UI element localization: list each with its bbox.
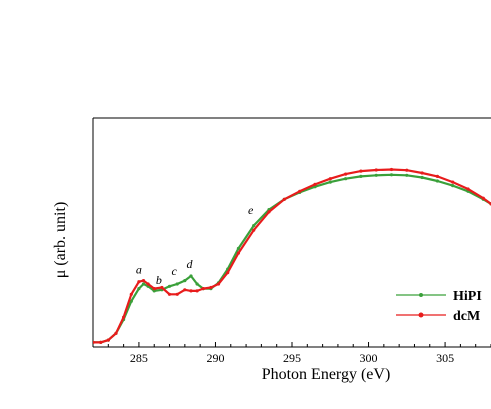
data-point <box>183 288 187 292</box>
legend-item-series-2: dcM <box>396 309 480 324</box>
data-point <box>122 315 126 319</box>
annotation-label: c <box>171 264 177 278</box>
data-point <box>226 271 230 275</box>
data-point <box>359 174 363 178</box>
series-line <box>93 173 491 344</box>
data-point <box>152 289 156 293</box>
data-point <box>114 331 118 335</box>
x-tick-label: 300 <box>360 351 378 365</box>
series-2 <box>93 167 491 344</box>
x-axis-ticks <box>92 342 491 347</box>
data-point <box>328 177 332 181</box>
data-point <box>389 173 394 177</box>
x-tick-label: 290 <box>206 351 224 365</box>
series-line <box>93 168 491 344</box>
data-point <box>141 279 146 283</box>
annotation-label: e <box>248 203 254 217</box>
data-point <box>374 173 378 177</box>
data-point <box>175 282 179 286</box>
data-point <box>216 282 221 286</box>
data-point <box>160 285 164 290</box>
data-point <box>466 187 470 191</box>
data-point <box>252 224 256 228</box>
x-axis-tick-labels: 285 290 295 300 305 <box>130 351 454 365</box>
y-axis-title: μ (arb. unit) <box>52 202 69 279</box>
annotation-label: b <box>156 273 162 287</box>
data-point <box>344 172 348 176</box>
data-point <box>451 180 455 184</box>
series-layer <box>93 167 491 344</box>
data-point <box>313 182 317 186</box>
data-point <box>189 274 193 278</box>
data-point <box>195 289 199 293</box>
data-point <box>420 175 424 180</box>
legend-marker-series-1 <box>419 293 423 297</box>
data-point <box>435 174 439 178</box>
data-point <box>328 180 332 184</box>
legend-marker-series-2 <box>418 312 424 318</box>
data-point <box>201 287 205 291</box>
data-point <box>435 179 439 183</box>
data-point <box>282 197 286 201</box>
x-tick-label: 285 <box>130 351 148 365</box>
legend-label-series-1: HiPI <box>453 289 482 304</box>
data-point <box>481 196 485 200</box>
data-point <box>359 169 363 173</box>
data-point <box>451 184 455 188</box>
series-1 <box>93 173 491 344</box>
data-point <box>137 280 141 284</box>
data-point <box>137 287 141 291</box>
data-point <box>152 287 156 291</box>
data-point <box>298 189 302 193</box>
data-point <box>99 340 103 344</box>
legend-item-series-1: HiPI <box>396 289 482 304</box>
peak-annotations: abc d e <box>136 203 254 287</box>
data-point <box>141 282 146 286</box>
x-axis-title: Photon Energy (eV) <box>262 366 391 383</box>
data-point <box>374 168 378 172</box>
legend: HiPI dcM <box>396 289 482 324</box>
data-point <box>420 171 424 175</box>
data-point <box>167 292 172 296</box>
data-point <box>405 168 409 172</box>
data-point <box>267 210 271 214</box>
data-point <box>146 282 150 286</box>
data-point <box>405 173 409 177</box>
data-point <box>389 167 394 172</box>
x-tick-label: 305 <box>436 351 454 365</box>
annotation-label: d <box>186 257 193 271</box>
data-point <box>167 284 172 288</box>
data-point <box>209 285 213 290</box>
x-tick-label: 295 <box>283 351 301 365</box>
data-point <box>93 340 95 344</box>
data-point <box>236 246 240 251</box>
data-point <box>129 292 133 296</box>
annotation-label: a <box>136 263 142 277</box>
data-point <box>236 251 240 255</box>
data-point <box>183 279 187 283</box>
plot-frame <box>92 117 491 348</box>
data-point <box>189 289 193 293</box>
data-point <box>129 299 133 303</box>
legend-label-series-2: dcM <box>453 309 480 324</box>
data-point <box>106 338 110 342</box>
data-point <box>344 177 348 181</box>
data-point <box>175 292 179 296</box>
data-point <box>252 228 256 232</box>
data-point <box>195 282 199 286</box>
